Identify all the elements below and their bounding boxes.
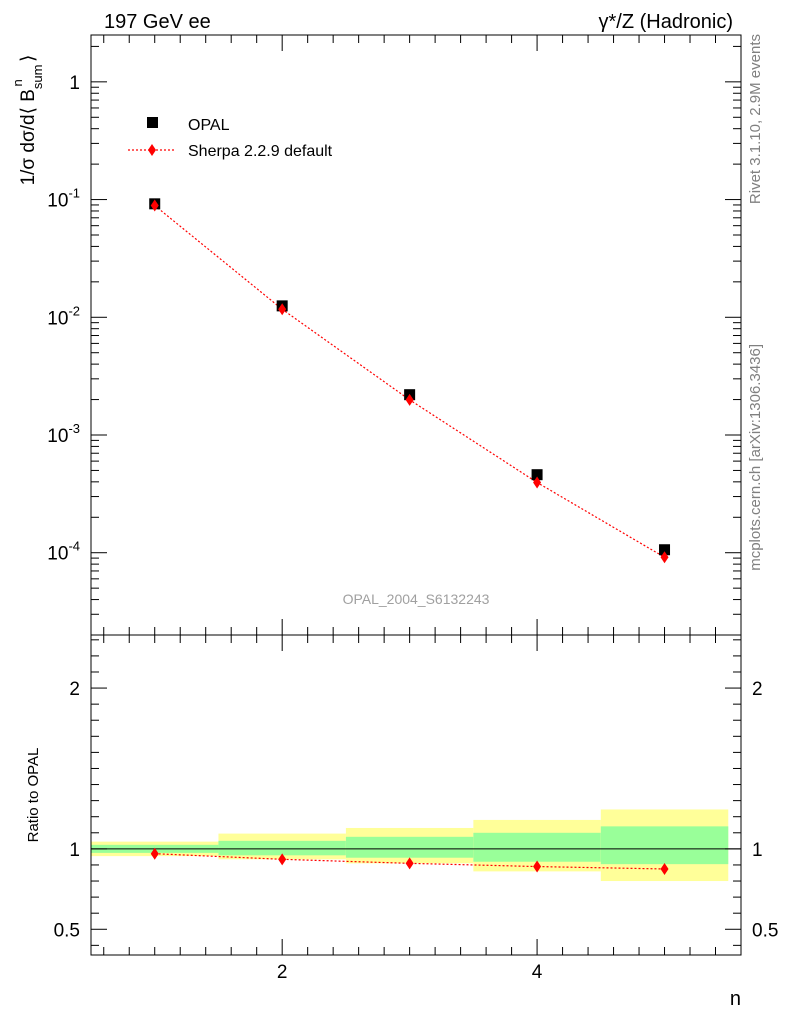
- header-right-label: γ*/Z (Hadronic): [599, 11, 733, 33]
- top-y-tick-label: 10-2: [47, 303, 80, 329]
- header-left-label: 197 GeV ee: [104, 11, 211, 33]
- legend-marker-opal: [147, 117, 158, 128]
- top-y-tick-label: 10-3: [47, 421, 80, 447]
- sherpa-ratio-point: [405, 857, 414, 870]
- sherpa-point: [278, 303, 287, 316]
- ratio-y-tick-label-left: 2: [69, 679, 80, 700]
- ratio-y-tick-label-right: 0.5: [752, 920, 778, 941]
- ratio-y-tick-label-right: 1: [752, 840, 763, 861]
- analysis-watermark: OPAL_2004_S6132243: [343, 591, 490, 607]
- top-panel-background: [91, 35, 741, 635]
- sherpa-ratio-point: [660, 862, 669, 875]
- sherpa-ratio-point: [150, 847, 159, 860]
- axis-ticks: [91, 35, 741, 955]
- ratio-y-tick-label-left: 1: [69, 840, 80, 861]
- legend-label-sherpa: Sherpa 2.2.9 default: [188, 143, 333, 160]
- x-tick-label: 2: [277, 962, 288, 983]
- band-inner-3: [345, 836, 474, 858]
- sherpa-ratio-line: [154, 853, 665, 870]
- top-panel: [91, 35, 741, 635]
- sherpa-point: [150, 199, 159, 212]
- ratio-panel-frame: [90, 634, 742, 956]
- ratio-panel-background: [91, 635, 741, 955]
- mcplots-citation-label: mcplots.cern.ch [arXiv:1306.3436]: [747, 344, 764, 571]
- legend: OPAL Sherpa 2.2.9 default: [128, 117, 333, 160]
- top-y-tick-label: 10-1: [47, 186, 80, 212]
- ratio-y-tick-label-left: 0.5: [54, 920, 80, 941]
- band-inner-2: [218, 840, 346, 856]
- top-y-tick-label: 1: [69, 73, 80, 94]
- sherpa-ratio-point: [278, 853, 287, 866]
- ratio-y-axis-label: Ratio to OPAL: [25, 748, 42, 843]
- band-inner-5: [600, 826, 729, 865]
- x-axis-label: n: [730, 988, 741, 1010]
- sherpa-point: [405, 393, 414, 406]
- panel-frames: [90, 34, 742, 956]
- sherpa-point: [660, 551, 669, 564]
- legend-label-opal: OPAL: [188, 117, 230, 134]
- uncertainty-bands: [91, 809, 729, 882]
- top-y-axis-label: 1/σ dσ/d⟨ Bsumn ⟩: [10, 55, 45, 186]
- opal-point: [659, 544, 671, 556]
- ratio-panel: [91, 635, 741, 955]
- rivet-version-label: Rivet 3.1.10, 2.9M events: [747, 34, 764, 204]
- tick-labels: 10-4 10-3 10-2 10-1 1 0.5 0.5 1 1 2 2 2 4: [47, 73, 778, 983]
- opal-point: [531, 469, 543, 481]
- sherpa-ratio-point: [533, 860, 542, 873]
- x-tick-label: 4: [532, 962, 543, 983]
- sherpa-point: [533, 476, 542, 489]
- band-inner-4: [473, 832, 601, 862]
- top-y-tick-label: 10-4: [47, 539, 80, 565]
- data-marks: [149, 198, 671, 875]
- ratio-y-tick-label-right: 2: [752, 679, 763, 700]
- legend-marker-sherpa: [148, 144, 156, 156]
